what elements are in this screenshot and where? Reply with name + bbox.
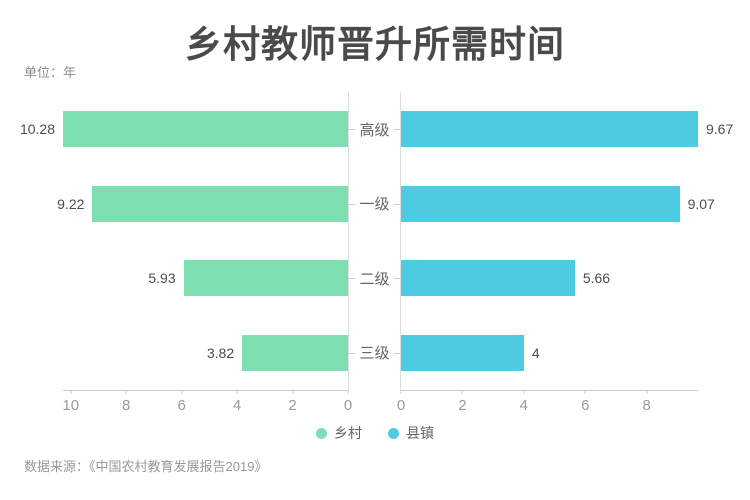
right-value-label: 4 <box>531 344 540 361</box>
category-row: 高级 <box>349 92 400 167</box>
axis-tick-label: 2 <box>458 397 467 414</box>
category-tick-left <box>349 129 355 131</box>
axis-tick-label: 4 <box>519 397 529 414</box>
axis-tick-label: 4 <box>232 397 242 414</box>
bar-row: 9.67 <box>401 92 733 167</box>
right-bar-三级[interactable] <box>401 334 524 371</box>
legend-item-乡村[interactable]: 乡村 <box>316 423 362 443</box>
bar-row: 5.66 <box>401 241 698 316</box>
right-x-axis: 0 2 4 6 8 <box>397 390 698 420</box>
category-label-三级: 三级 <box>359 345 390 363</box>
axis-tick-label: 6 <box>177 397 186 414</box>
category-tick-left <box>349 203 355 205</box>
legend-label: 县镇 <box>406 425 434 441</box>
right-bar-高级[interactable] <box>401 111 698 148</box>
unit-label: 单位：年 <box>24 65 77 80</box>
category-label-高级: 高级 <box>359 121 390 139</box>
category-tick-right <box>394 278 400 280</box>
bar-row: 4 <box>401 316 698 391</box>
category-tick-left <box>349 278 355 280</box>
data-source: 数据来源：《中国农村教育发展报告2019》 <box>24 459 268 474</box>
axis-tick-label: 8 <box>642 397 651 414</box>
axis-tick-label: 8 <box>122 397 131 414</box>
axis-tick <box>584 390 586 394</box>
left-bar-二级[interactable] <box>183 260 348 297</box>
legend: 乡村 县镇 <box>0 423 750 443</box>
left-bar-三级[interactable] <box>242 334 348 371</box>
left-value-label: 9.22 <box>57 195 85 212</box>
bar-row: 3.82 <box>63 316 348 391</box>
category-label-一级: 一级 <box>359 196 390 214</box>
left-bar-高级[interactable] <box>63 111 348 148</box>
axis-tick <box>347 390 349 394</box>
axis-tick-label: 10 <box>62 397 80 414</box>
right-bars-container: 9.67 9.07 5.66 4 <box>401 92 733 391</box>
axis-tick <box>125 390 127 394</box>
category-tick-right <box>394 129 400 131</box>
bar-row: 9.07 <box>401 167 715 242</box>
right-value-label: 9.07 <box>687 195 715 212</box>
axis-tick-label: 2 <box>288 397 297 414</box>
left-bar-一级[interactable] <box>92 185 348 222</box>
right-plot-area: 9.67 9.07 5.66 4 0 2 4 6 8 <box>397 92 733 414</box>
chart-title: 乡村教师晋升所需时间 <box>185 24 565 65</box>
legend-dot-icon <box>388 427 399 439</box>
axis-tick-label: 0 <box>396 397 406 414</box>
category-axis: 高级 一级 二级 三级 <box>349 92 400 390</box>
legend-item-县镇[interactable]: 县镇 <box>388 423 434 443</box>
axis-tick <box>236 390 238 394</box>
right-bar-一级[interactable] <box>401 185 680 222</box>
left-value-label: 5.93 <box>148 270 176 287</box>
category-row: 三级 <box>349 316 400 391</box>
axis-tick-label: 6 <box>581 397 590 414</box>
legend-dot-icon <box>316 427 327 439</box>
right-value-label: 9.67 <box>706 121 734 138</box>
axis-tick-label: 0 <box>343 397 353 414</box>
category-tick-right <box>394 352 400 354</box>
axis-tick <box>400 390 402 394</box>
bar-row: 10.28 <box>20 92 348 167</box>
category-tick-left <box>349 352 355 354</box>
category-tick-right <box>394 203 400 205</box>
left-x-axis: 10 8 6 4 2 0 <box>62 390 352 420</box>
legend-label: 乡村 <box>334 425 362 441</box>
axis-tick <box>461 390 463 394</box>
left-plot-area: 10.28 9.22 5.93 3.82 10 8 6 4 2 0 <box>20 92 352 414</box>
category-row: 二级 <box>349 241 400 316</box>
left-value-label: 10.28 <box>19 121 55 138</box>
category-row: 一级 <box>349 167 400 242</box>
axis-tick <box>646 390 648 394</box>
right-value-label: 5.66 <box>582 270 611 287</box>
axis-tick <box>292 390 294 394</box>
bar-row: 5.93 <box>63 241 348 316</box>
left-bars-container: 10.28 9.22 5.93 3.82 <box>20 92 348 391</box>
right-bar-二级[interactable] <box>401 260 575 297</box>
left-value-label: 3.82 <box>206 344 235 361</box>
bar-row: 9.22 <box>57 167 348 242</box>
axis-tick <box>70 390 72 394</box>
category-label-二级: 二级 <box>359 270 390 288</box>
axis-tick <box>523 390 525 394</box>
axis-tick <box>181 390 183 394</box>
